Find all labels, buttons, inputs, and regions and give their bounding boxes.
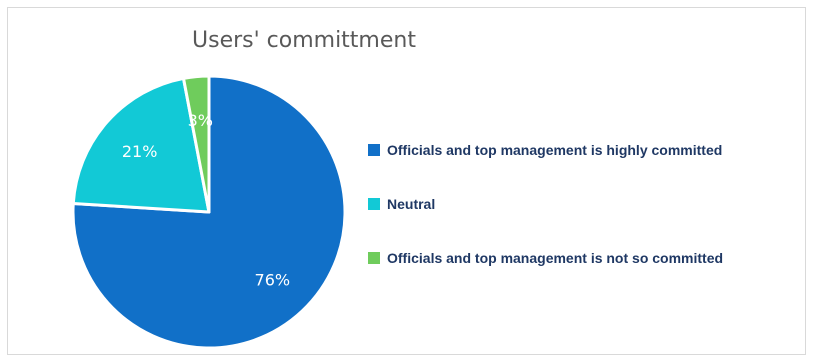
legend-label-neutral: Neutral bbox=[387, 196, 436, 212]
legend-swatch-not-so-committed bbox=[368, 252, 380, 264]
legend-item-highly-committed: Officials and top management is highly c… bbox=[368, 142, 723, 158]
slice-not-so-committed bbox=[182, 74, 211, 214]
slice-neutral bbox=[71, 76, 211, 214]
data-label-not-so-committed: 3% bbox=[188, 111, 213, 130]
chart-title: Users' committment bbox=[192, 28, 416, 53]
legend-item-not-so-committed: Officials and top management is not so c… bbox=[368, 250, 723, 266]
legend-swatch-highly-committed bbox=[368, 144, 380, 156]
legend-item-neutral: Neutral bbox=[368, 196, 723, 212]
legend-label-highly-committed: Officials and top management is highly c… bbox=[387, 142, 723, 158]
data-label-highly-committed: 76% bbox=[255, 270, 291, 289]
legend-swatch-neutral bbox=[368, 198, 380, 210]
legend: Officials and top management is highly c… bbox=[368, 142, 723, 266]
data-label-neutral: 21% bbox=[122, 142, 158, 161]
legend-label-not-so-committed: Officials and top management is not so c… bbox=[387, 250, 724, 266]
